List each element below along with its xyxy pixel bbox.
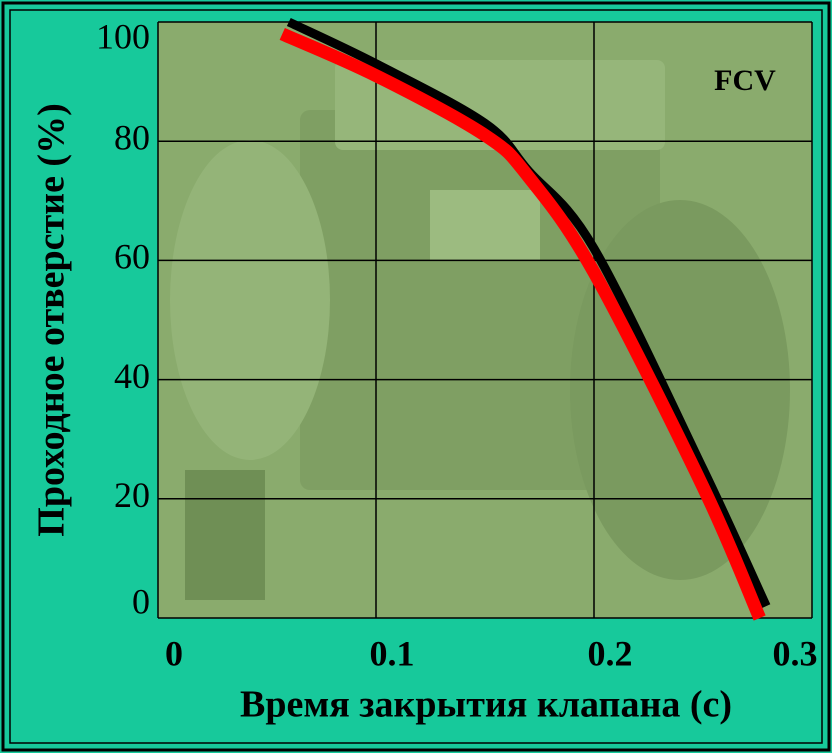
y-tick-label: 0 — [132, 581, 150, 621]
y-tick-label: 40 — [114, 356, 150, 396]
line-series — [279, 27, 766, 621]
photo-background — [158, 22, 812, 618]
x-tick-label: 0 — [165, 633, 183, 673]
annotation: FCV — [714, 64, 776, 97]
y-tick-label: 20 — [114, 475, 150, 515]
switch-box — [185, 470, 265, 600]
y-axis-title: Проходное отверстие (%) — [31, 103, 73, 536]
y-tick-label: 80 — [114, 117, 150, 157]
valve-body — [300, 110, 660, 490]
nameplate — [430, 190, 540, 260]
y-tick-label: 60 — [114, 237, 150, 277]
inner-border — [9, 9, 823, 744]
x-tick-label: 0.1 — [370, 633, 415, 673]
x-tick-label: 0.2 — [588, 633, 633, 673]
x-axis-title: Время закрытия клапана (с) — [240, 684, 732, 726]
line-series — [286, 17, 771, 608]
x-tick-label: 0.3 — [773, 633, 818, 673]
valve-flange — [570, 200, 790, 580]
valve-flange-left — [170, 140, 330, 460]
y-tick-label: 100 — [96, 16, 150, 56]
